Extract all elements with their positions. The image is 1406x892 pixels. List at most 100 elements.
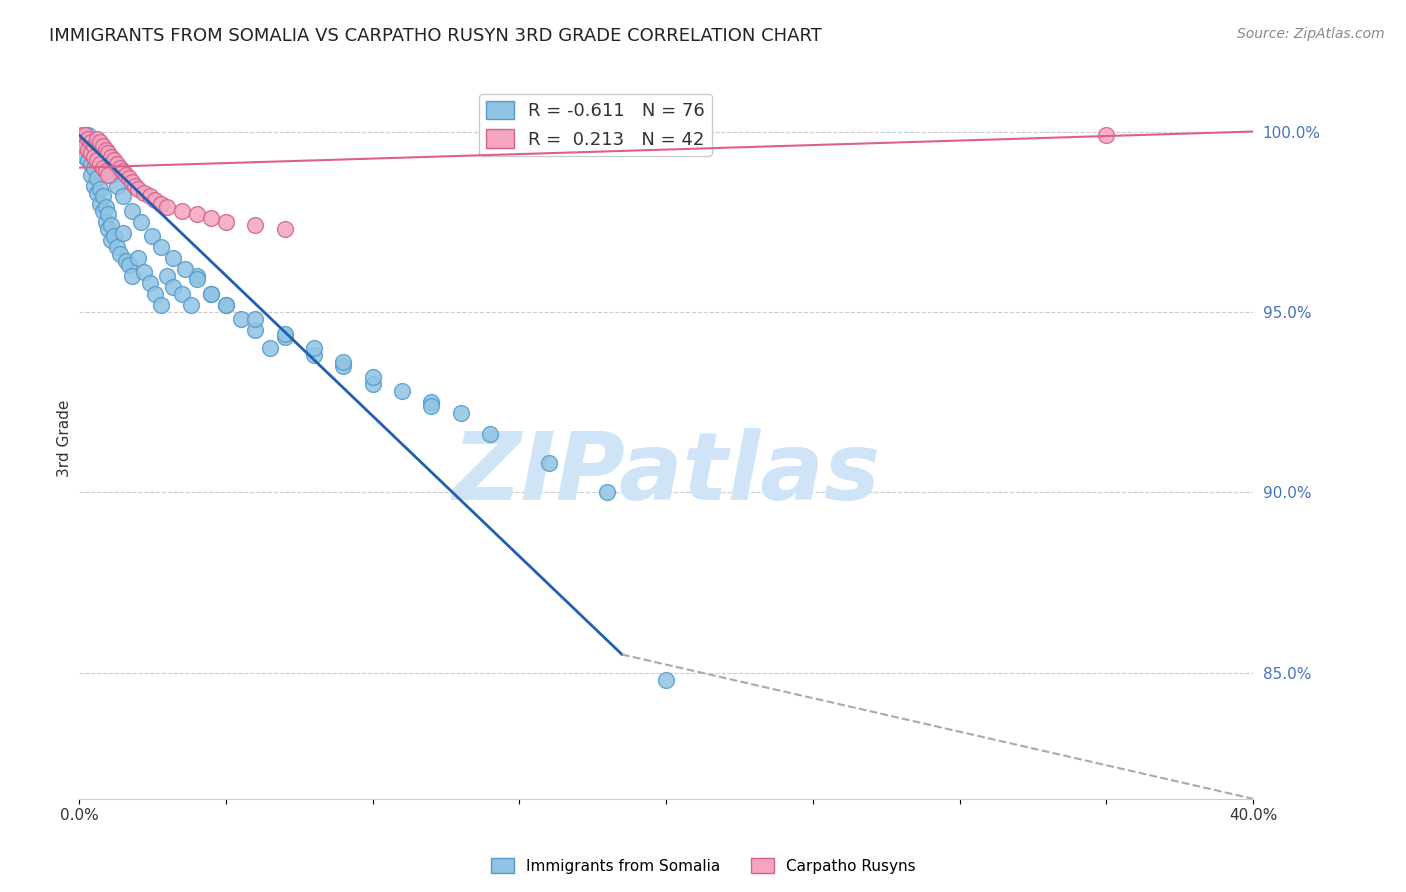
Point [259,341,281,355]
Point [89,157,111,171]
Point [83,150,105,164]
Legend: Immigrants from Somalia, Carpatho Rusyns: Immigrants from Somalia, Carpatho Rusyns [485,852,921,880]
Point [70,132,93,146]
Point [162,279,184,293]
Point [186,272,208,286]
Point [596,485,619,500]
Point [129,215,152,229]
Point [73,136,96,150]
Point [273,222,295,236]
Point [83,139,105,153]
Text: ZIPatlas: ZIPatlas [451,428,880,520]
Point [91,203,114,218]
Point [655,673,678,687]
Point [162,251,184,265]
Text: IMMIGRANTS FROM SOMALIA VS CARPATHO RUSYN 3RD GRADE CORRELATION CHART: IMMIGRANTS FROM SOMALIA VS CARPATHO RUSY… [49,27,823,45]
Point [156,268,179,283]
Point [112,226,135,240]
Point [121,268,143,283]
Point [86,132,108,146]
Point [132,186,155,200]
Point [332,359,354,373]
Point [118,171,141,186]
Point [83,161,105,175]
Point [215,298,238,312]
Point [173,261,195,276]
Point [86,186,108,200]
Point [127,182,149,196]
Point [91,161,114,175]
Point [332,355,354,369]
Point [200,211,222,226]
Point [94,215,117,229]
Point [77,139,100,153]
Point [108,247,131,261]
Point [138,276,160,290]
Point [103,229,125,244]
Point [105,178,128,193]
Point [118,258,141,272]
Point [361,369,384,384]
Point [100,150,122,164]
Y-axis label: 3rd Grade: 3rd Grade [58,400,72,477]
Point [100,219,122,233]
Point [245,219,267,233]
Point [80,146,103,161]
Point [478,427,501,442]
Point [145,286,167,301]
Point [97,207,120,221]
Point [273,326,295,341]
Legend: R = -0.611   N = 76, R =  0.213   N = 42: R = -0.611 N = 76, R = 0.213 N = 42 [479,94,711,156]
Point [80,168,103,182]
Point [77,128,100,143]
Point [89,136,111,150]
Point [83,139,105,153]
Point [156,200,179,214]
Point [215,298,238,312]
Point [124,178,146,193]
Point [141,229,163,244]
Point [94,164,117,178]
Point [89,182,111,196]
Point [112,189,135,203]
Point [186,207,208,221]
Point [115,254,138,268]
Point [94,200,117,214]
Point [89,146,111,161]
Point [91,189,114,203]
Point [73,139,96,153]
Point [273,330,295,344]
Point [103,153,125,168]
Point [138,189,160,203]
Point [186,268,208,283]
Point [94,157,117,171]
Point [127,251,149,265]
Point [150,196,173,211]
Point [73,150,96,164]
Point [73,128,96,143]
Point [80,136,103,150]
Point [1095,128,1118,143]
Point [215,215,238,229]
Point [245,312,267,326]
Point [200,286,222,301]
Point [89,196,111,211]
Point [91,139,114,153]
Point [150,298,173,312]
Point [77,143,100,157]
Point [170,203,193,218]
Point [97,168,120,182]
Point [145,193,167,207]
Point [150,240,173,254]
Point [361,376,384,391]
Point [537,456,560,470]
Point [200,286,222,301]
Point [105,240,128,254]
Point [121,203,143,218]
Point [229,312,252,326]
Point [83,178,105,193]
Point [245,323,267,337]
Point [115,168,138,182]
Point [420,395,443,409]
Point [100,233,122,247]
